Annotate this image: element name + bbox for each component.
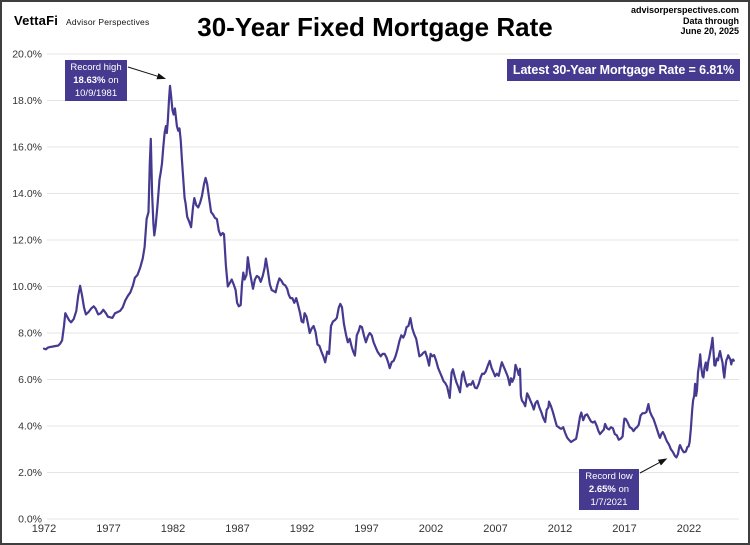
- x-tick-label: 1987: [225, 523, 249, 535]
- record-low-callout: Record low 2.65% on 1/7/2021: [579, 469, 639, 510]
- x-tick-label: 1997: [354, 523, 378, 535]
- y-tick-label: 16.0%: [12, 142, 42, 154]
- y-tick-label: 4.0%: [18, 421, 42, 433]
- x-tick-label: 2012: [548, 523, 572, 535]
- y-tick-label: 20.0%: [12, 49, 42, 61]
- y-tick-label: 6.0%: [18, 374, 42, 386]
- y-tick-label: 0.0%: [18, 514, 42, 526]
- source-attribution: advisorperspectives.com Data through Jun…: [631, 5, 739, 37]
- source-site: advisorperspectives.com: [630, 5, 739, 15]
- source-data-through: Data through: [683, 15, 739, 26]
- record-high-date: 10/9/1981: [74, 88, 118, 99]
- x-tick-label: 2022: [677, 523, 701, 535]
- annotation-arrow-head: [657, 458, 668, 466]
- vettafi-logo: VettaFi: [14, 13, 59, 28]
- annotation-arrow-line: [639, 462, 660, 474]
- x-tick-label: 2002: [419, 523, 443, 535]
- record-high-callout: Record high 18.63% on 10/9/1981: [65, 60, 127, 101]
- source-date: June 20, 2025: [680, 26, 739, 36]
- record-low-date: 1/7/2021: [590, 497, 628, 508]
- x-tick-label: 1977: [96, 523, 120, 535]
- record-low-label: Record low: [585, 471, 633, 482]
- x-tick-label: 2017: [612, 523, 636, 535]
- annotation-arrow-head: [156, 73, 167, 80]
- record-high-value-line: 18.63% on: [73, 75, 119, 86]
- x-tick-label: 2007: [483, 523, 507, 535]
- annotation-arrow-line: [127, 66, 158, 77]
- x-tick-label: 1972: [32, 523, 56, 535]
- y-tick-label: 8.0%: [18, 328, 42, 340]
- brand: VettaFi Advisor Perspectives: [14, 13, 149, 28]
- page-title: 30-Year Fixed Mortgage Rate: [197, 12, 553, 42]
- y-tick-label: 14.0%: [12, 188, 42, 200]
- y-tick-label: 18.0%: [12, 95, 42, 107]
- y-tick-label: 12.0%: [12, 235, 42, 247]
- latest-rate-banner: Latest 30-Year Mortgage Rate = 6.81%: [507, 59, 740, 81]
- x-tick-label: 1992: [290, 523, 314, 535]
- y-tick-label: 10.0%: [12, 281, 42, 293]
- brand-subtitle: Advisor Perspectives: [66, 17, 150, 27]
- record-high-label: Record high: [70, 62, 122, 73]
- y-tick-label: 2.0%: [18, 467, 42, 479]
- rate-line: [42, 84, 735, 459]
- x-tick-label: 1982: [161, 523, 185, 535]
- record-low-value-line: 2.65% on: [588, 484, 630, 495]
